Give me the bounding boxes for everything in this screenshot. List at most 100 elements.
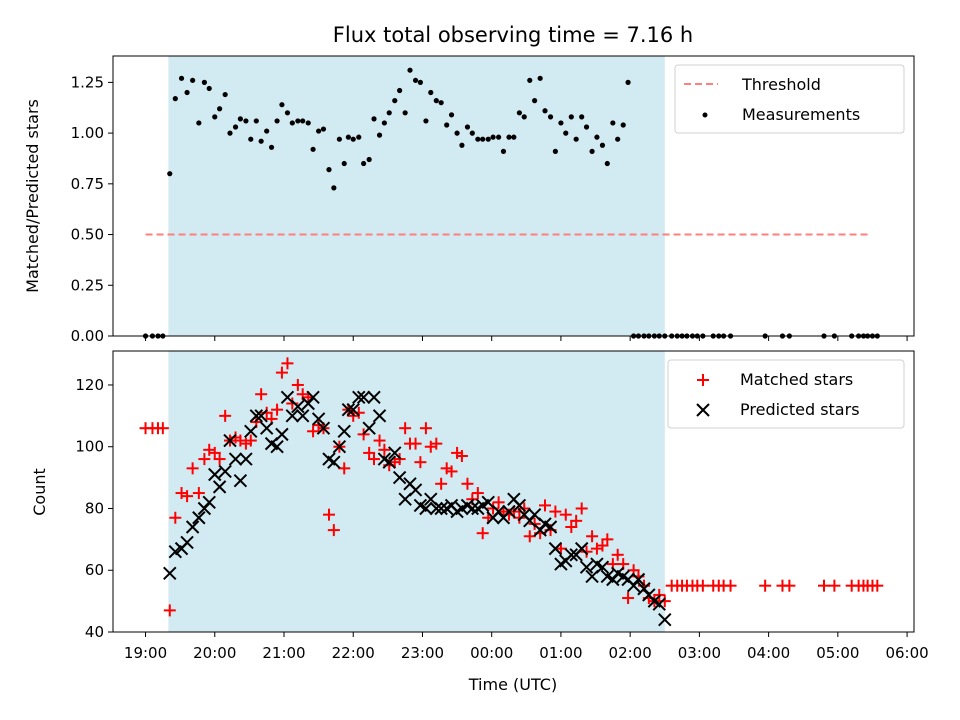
- measurement-point: [172, 96, 178, 102]
- legend-predicted-label: Predicted stars: [740, 400, 860, 419]
- measurement-point: [326, 167, 332, 173]
- x-tick-label: 23:00: [401, 644, 444, 662]
- matched-star-marker: [575, 502, 588, 515]
- predicted-marker-stroke: [408, 483, 423, 497]
- x-tick-label: 01:00: [539, 644, 582, 662]
- matched-star-marker: [539, 499, 551, 512]
- predicted-marker-stroke: [275, 427, 289, 442]
- predicted-star-marker: [208, 467, 222, 482]
- predicted-marker-stroke: [192, 511, 206, 525]
- predicted-marker-stroke: [372, 409, 387, 423]
- predicted-star-marker: [327, 455, 341, 469]
- matched-star-marker: [601, 533, 614, 546]
- measurement-point: [444, 122, 450, 128]
- predicted-star-marker: [285, 409, 300, 423]
- legend-matched-label: Matched stars: [740, 370, 853, 389]
- matched-star-marker: [871, 579, 884, 592]
- predicted-marker-stroke: [543, 520, 558, 534]
- top-panel: Flux total observing time = 7.16 h 0.000…: [23, 23, 915, 345]
- matched-star-marker: [476, 527, 489, 540]
- matched-star-marker: [260, 406, 273, 419]
- matched-star-marker: [586, 530, 599, 543]
- measurement-point: [178, 75, 185, 81]
- measurement-point: [433, 98, 439, 104]
- measurement-point: [417, 79, 423, 85]
- x-tick-label: 05:00: [816, 644, 859, 662]
- measurement-point: [527, 77, 533, 83]
- predicted-star-marker: [388, 446, 402, 460]
- top-chart-title: Flux total observing time = 7.16 h: [333, 23, 693, 47]
- measurement-point: [599, 142, 606, 148]
- predicted-marker-stroke: [316, 421, 331, 435]
- top-y-axis-label: Matched/Predicted stars: [23, 99, 42, 293]
- measurement-point: [542, 108, 548, 114]
- predicted-marker-stroke: [244, 424, 258, 438]
- predicted-marker-stroke: [527, 507, 542, 522]
- top-y-axis: 0.00 0.25 0.50 0.75 1.00 1.25: [71, 73, 113, 345]
- measurement-point: [397, 87, 403, 94]
- measurement-point: [573, 136, 579, 142]
- predicted-star-marker: [249, 409, 264, 423]
- matched-star-marker: [186, 462, 199, 475]
- measurement-point: [490, 134, 496, 140]
- measurement-point: [376, 132, 383, 138]
- bottom-plot-marks: [139, 357, 884, 627]
- predicted-marker-stroke: [600, 569, 615, 584]
- measurement-point: [589, 148, 595, 154]
- matched-star-marker: [352, 406, 365, 419]
- predicted-marker-stroke: [413, 498, 428, 513]
- predicted-star-marker: [382, 455, 396, 469]
- measurement-point: [222, 91, 228, 98]
- measurement-point: [438, 100, 444, 106]
- matched-star-marker: [327, 524, 340, 537]
- predicted-star-marker: [180, 535, 194, 550]
- measurement-point: [402, 110, 408, 116]
- predicted-star-marker: [291, 399, 305, 414]
- measurement-point: [500, 148, 507, 154]
- matched-star-marker: [559, 508, 572, 521]
- predicted-marker-stroke: [616, 569, 630, 584]
- predicted-star-marker: [212, 480, 227, 494]
- measurement-point: [289, 120, 295, 126]
- measurement-point: [485, 136, 491, 142]
- matched-star-marker: [378, 443, 391, 456]
- matched-star-marker: [783, 579, 796, 592]
- matched-star-marker: [549, 505, 562, 518]
- measurement-point: [469, 130, 475, 136]
- predicted-marker-stroke: [362, 421, 376, 435]
- top-x-ticks: [145, 336, 908, 341]
- predicted-star-marker: [332, 440, 347, 454]
- predicted-marker-stroke: [332, 440, 347, 454]
- measurement-point: [366, 156, 372, 163]
- measurement-point: [386, 110, 392, 116]
- predicted-marker-stroke: [322, 452, 336, 466]
- matched-star-marker: [163, 604, 176, 617]
- measurement-point: [547, 114, 554, 120]
- predicted-marker-stroke: [465, 501, 480, 516]
- matched-star-marker: [759, 579, 772, 592]
- predicted-marker-stroke: [590, 557, 604, 571]
- predicted-marker-stroke: [306, 390, 320, 405]
- measurement-point: [464, 124, 471, 130]
- matched-star-marker: [208, 446, 221, 459]
- predicted-marker-stroke: [337, 424, 351, 438]
- predicted-star-marker: [185, 520, 200, 534]
- measurement-point: [568, 114, 574, 120]
- matched-star-marker: [445, 465, 458, 478]
- predicted-star-marker: [658, 612, 672, 627]
- predicted-star-marker: [564, 548, 579, 562]
- predicted-marker-stroke: [223, 433, 237, 448]
- matched-star-marker: [219, 409, 232, 422]
- predicted-marker-stroke: [481, 495, 495, 510]
- predicted-marker-stroke: [239, 452, 253, 466]
- matched-star-marker: [419, 422, 432, 435]
- measurement-point: [212, 114, 218, 120]
- predicted-marker-stroke: [327, 455, 341, 469]
- measurement-point: [558, 120, 564, 126]
- predicted-legend-swatch: [696, 403, 710, 417]
- predicted-star-marker: [419, 501, 433, 516]
- measurement-point: [196, 120, 202, 126]
- predicted-marker-stroke: [647, 594, 662, 608]
- predicted-star-marker: [275, 427, 289, 442]
- x-tick-label: 22:00: [332, 644, 375, 662]
